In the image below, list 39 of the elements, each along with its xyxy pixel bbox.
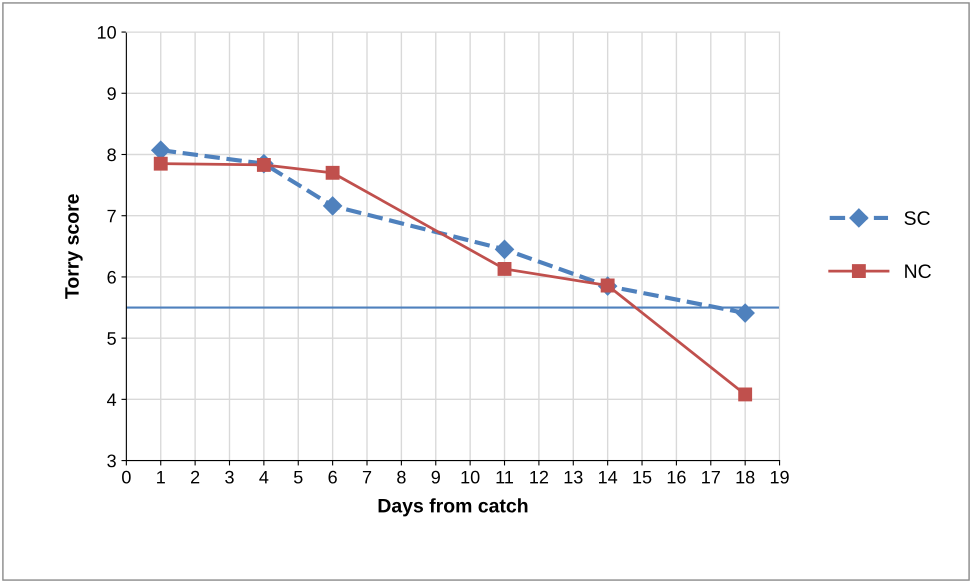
x-axis-title: Days from catch — [378, 498, 528, 516]
y-tick-label: 7 — [108, 210, 116, 222]
x-tick-label: 11 — [496, 470, 514, 484]
x-tick-label: 14 — [598, 470, 618, 484]
y-tick-label: 10 — [98, 26, 116, 39]
x-tick-label: 4 — [259, 470, 268, 484]
y-tick-label: 4 — [107, 393, 116, 406]
y-tick-label: 3 — [107, 454, 116, 468]
x-tick-label: 16 — [668, 470, 686, 484]
x-tick-label: 0 — [122, 470, 131, 484]
x-tick-label: 17 — [702, 470, 720, 484]
x-tick-label: 3 — [225, 470, 234, 484]
y-tick-label: 5 — [107, 332, 116, 345]
point — [738, 388, 752, 402]
point — [494, 240, 514, 259]
x-tick-label: 5 — [294, 470, 303, 484]
x-tick-label: 13 — [564, 470, 583, 484]
x-tick-label: 7 — [362, 470, 372, 484]
x-tick-label: 6 — [328, 470, 337, 484]
point — [154, 156, 168, 171]
x-tick-label: 10 — [461, 470, 480, 484]
point — [326, 166, 340, 180]
x-tick-label: 9 — [432, 470, 440, 484]
x-tick-label: 1 — [157, 470, 165, 484]
y-tick-label: 6 — [108, 270, 116, 284]
legend-label: NC — [905, 264, 931, 278]
y-tick-label: 9 — [107, 87, 116, 100]
x-tick-label: 18 — [736, 470, 754, 484]
x-tick-label: 8 — [397, 470, 406, 484]
legend-label: SC — [904, 211, 930, 225]
point — [498, 262, 512, 276]
point — [736, 304, 755, 323]
y-tick-label: 8 — [107, 148, 116, 162]
x-tick-label: 12 — [530, 470, 548, 484]
y-axis-title: Torry score — [65, 194, 83, 299]
point — [323, 196, 342, 216]
x-tick-label: 15 — [633, 470, 652, 484]
x-tick-label: 19 — [770, 470, 789, 484]
x-tick-label: 2 — [191, 470, 200, 484]
